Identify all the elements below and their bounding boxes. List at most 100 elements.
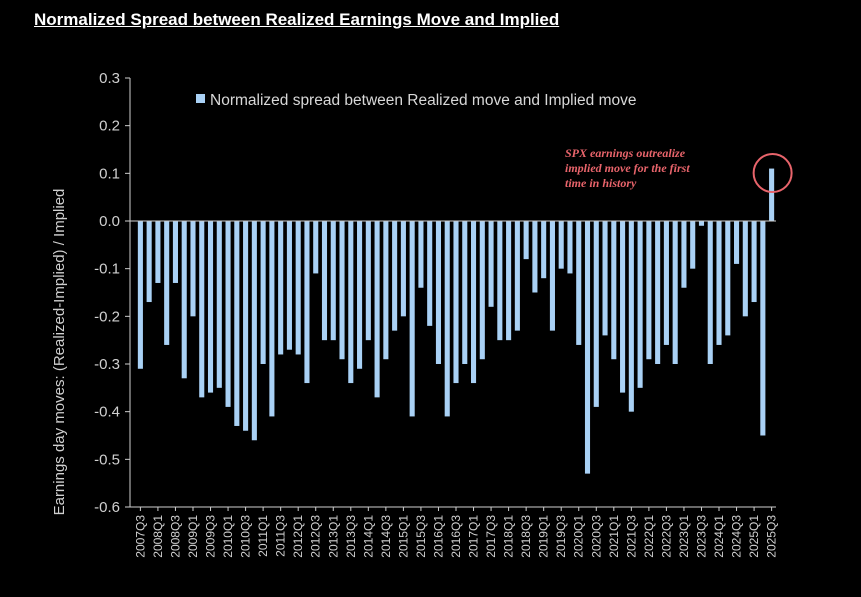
- x-tick-label: 2017Q3: [484, 515, 498, 558]
- bar: [725, 221, 731, 336]
- bar: [444, 221, 450, 417]
- x-tick-label: 2011Q3: [274, 515, 288, 557]
- y-tick-label: -0.5: [94, 451, 120, 468]
- annotation-line: time in history: [565, 176, 637, 190]
- x-tick-label: 2010Q1: [221, 515, 235, 558]
- x-tick-label: 2009Q3: [204, 515, 218, 558]
- annotation-line: SPX earnings outrealize: [565, 146, 686, 160]
- x-tick-label: 2013Q3: [344, 515, 358, 558]
- legend: Normalized spread between Realized move …: [196, 92, 636, 109]
- bars: [137, 168, 775, 474]
- bar: [409, 221, 415, 417]
- x-tick-label: 2012Q3: [309, 515, 323, 558]
- bar: [532, 221, 538, 293]
- bar: [637, 221, 643, 388]
- bar: [734, 221, 740, 264]
- bar: [716, 221, 722, 345]
- legend-swatch: [196, 94, 205, 103]
- bar: [304, 221, 310, 384]
- x-tick-label: 2021Q3: [624, 515, 638, 558]
- bar: [427, 221, 433, 326]
- bar: [488, 221, 494, 307]
- bar: [567, 221, 573, 274]
- bar: [541, 221, 547, 279]
- bar: [462, 221, 468, 364]
- bar: [646, 221, 652, 360]
- bar: [672, 221, 678, 364]
- bar: [137, 221, 143, 369]
- x-tick-label: 2019Q1: [537, 515, 551, 558]
- bar: [172, 221, 178, 283]
- x-tick-label: 2011Q1: [256, 515, 270, 557]
- bar: [418, 221, 424, 288]
- x-tick-label: 2014Q1: [361, 515, 375, 558]
- x-tick-label: 2008Q1: [151, 515, 165, 558]
- bar: [313, 221, 319, 274]
- bar: [698, 221, 705, 226]
- x-tick-label: 2008Q3: [168, 515, 182, 558]
- bar: [374, 221, 380, 398]
- x-tick-label: 2023Q3: [694, 515, 708, 558]
- bar: [330, 221, 336, 341]
- annotation-line: implied move for the first: [565, 161, 690, 175]
- bar: [321, 221, 328, 341]
- x-tick-label: 2022Q3: [659, 515, 673, 558]
- bar: [584, 221, 591, 474]
- bar: [278, 221, 284, 355]
- x-tick-label: 2013Q1: [326, 515, 340, 558]
- bar: [181, 221, 187, 379]
- bar: [479, 221, 485, 360]
- x-tick-label: 2025Q1: [747, 515, 761, 558]
- x-tick-label: 2017Q1: [467, 515, 481, 558]
- y-tick-label: 0.0: [99, 213, 120, 230]
- x-tick-label: 2020Q3: [589, 515, 603, 558]
- bar: [681, 221, 687, 288]
- bar: [453, 221, 459, 384]
- y-tick-label: 0.3: [99, 70, 120, 87]
- bar: [690, 221, 696, 269]
- bar: [392, 221, 398, 331]
- bar: [286, 221, 292, 350]
- y-tick-label: -0.2: [94, 308, 120, 325]
- x-tick-label: 2025Q3: [765, 515, 779, 558]
- y-tick-label: -0.3: [94, 356, 120, 373]
- x-tick-label: 2007Q3: [133, 515, 147, 558]
- x-tick-label: 2016Q1: [431, 515, 445, 558]
- x-tick-label: 2014Q3: [379, 515, 393, 558]
- bar: [742, 221, 748, 317]
- x-tick-label: 2020Q1: [572, 515, 586, 558]
- x-tick-label: 2023Q1: [677, 515, 691, 558]
- y-tick-label: 0.1: [99, 165, 120, 182]
- bar: [707, 221, 713, 364]
- y-tick-label: 0.2: [99, 118, 120, 135]
- bar: [602, 221, 608, 336]
- bar: [523, 221, 529, 260]
- bar: [164, 221, 170, 345]
- y-tick-label: -0.4: [94, 404, 120, 421]
- bar: [155, 221, 161, 283]
- bar: [339, 221, 345, 360]
- x-tick-label: 2010Q3: [239, 515, 253, 558]
- bar: [558, 221, 564, 269]
- bar: [611, 221, 617, 360]
- x-tick-label: 2024Q1: [712, 515, 726, 558]
- y-axis-label: Earnings day moves: (Realized-Implied) /…: [51, 189, 68, 516]
- bar: [260, 221, 266, 364]
- highlight-circle: [752, 153, 793, 193]
- bar: [234, 221, 240, 426]
- bar: [243, 221, 249, 431]
- bar: [514, 221, 520, 331]
- bar: [207, 221, 214, 393]
- bar: [470, 221, 477, 384]
- bar: [576, 221, 582, 345]
- chart-title: Normalized Spread between Realized Earni…: [34, 10, 560, 29]
- bar: [620, 221, 626, 393]
- x-tick-label: 2015Q1: [396, 515, 410, 558]
- bar: [199, 221, 205, 398]
- axes: [129, 78, 776, 508]
- bar: [628, 221, 634, 412]
- bar: [251, 221, 257, 441]
- bar: [663, 221, 669, 345]
- bar: [348, 221, 354, 384]
